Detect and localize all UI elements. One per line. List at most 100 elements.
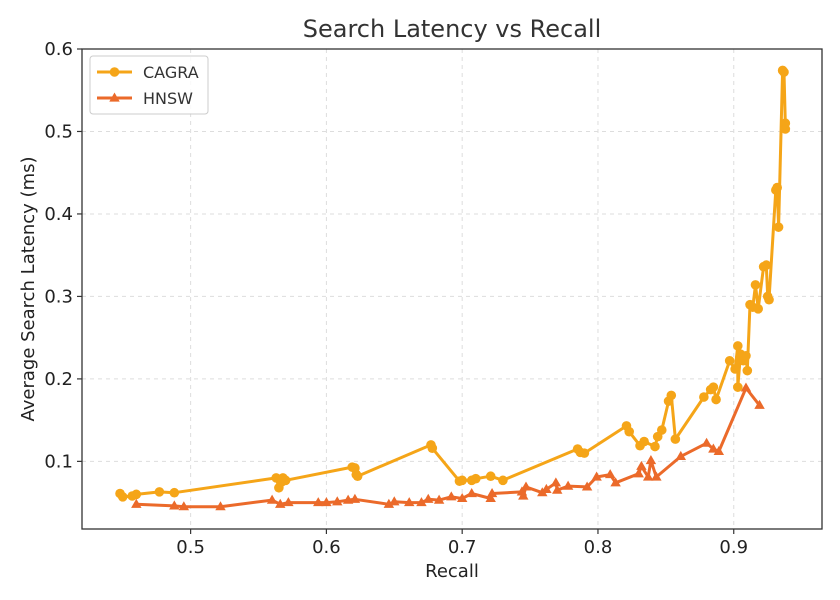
- cagra-point: [708, 382, 719, 392]
- hnsw-point: [701, 437, 712, 447]
- hnsw-point: [675, 450, 687, 460]
- x-axis-label: Recall: [425, 561, 479, 582]
- hnsw-point: [404, 497, 415, 507]
- hnsw-point: [552, 484, 563, 494]
- cagra-line: [118, 68, 787, 499]
- cagra-point: [742, 365, 753, 376]
- hnsw-point: [740, 382, 752, 392]
- cagra-point: [352, 471, 363, 482]
- hnsw-point: [518, 490, 529, 500]
- hnsw-point: [651, 471, 662, 481]
- hnsw-line: [136, 386, 761, 509]
- cagra-point: [750, 280, 761, 290]
- series-hnsw: [131, 382, 765, 511]
- hnsw-point: [485, 492, 496, 503]
- cagra-point: [772, 182, 782, 193]
- y-axis-ticks: 0.1 0.2 0.3 0.4 0.5 0.6: [44, 39, 82, 472]
- hnsw-point: [423, 493, 434, 503]
- cagra-point: [711, 394, 721, 405]
- cagra-point: [733, 341, 743, 351]
- hnsw-point: [131, 498, 142, 508]
- cagra-point: [639, 436, 649, 447]
- cagra-point: [753, 303, 763, 314]
- legend-marker-hnsw: [109, 92, 120, 102]
- x-tick-label: 0.6: [312, 537, 341, 558]
- cagra-point: [650, 441, 660, 452]
- cagra-point: [670, 434, 681, 444]
- hnsw-point: [562, 480, 574, 490]
- hnsw-point: [520, 481, 532, 491]
- hnsw-point: [446, 491, 457, 501]
- x-tick-label: 0.7: [448, 537, 477, 558]
- hnsw-point: [389, 496, 400, 506]
- hnsw-point: [610, 477, 621, 487]
- hnsw-point: [642, 471, 654, 481]
- hnsw-point: [321, 497, 332, 507]
- x-tick-label: 0.9: [719, 537, 748, 558]
- grid: [82, 48, 822, 529]
- x-tick-label: 0.5: [176, 537, 205, 558]
- hnsw-point: [713, 445, 725, 456]
- cagra-point: [724, 355, 735, 366]
- y-axis-label: Average Search Latency (ms): [18, 156, 39, 421]
- cagra-point: [457, 475, 467, 486]
- hnsw-point: [541, 483, 552, 493]
- cagra-point: [579, 448, 590, 458]
- cagra-point: [699, 392, 709, 402]
- hnsw-point: [266, 494, 278, 504]
- cagra-point: [117, 492, 128, 502]
- y-tick-label: 0.5: [44, 121, 73, 142]
- hnsw-point: [332, 496, 343, 506]
- cagra-point: [780, 124, 791, 134]
- cagra-point: [280, 475, 291, 486]
- x-axis-ticks: 0.5 0.6 0.7 0.8 0.9: [176, 529, 748, 558]
- cagra-point: [485, 471, 496, 482]
- cagra-point: [733, 382, 743, 392]
- y-tick-label: 0.4: [44, 204, 73, 225]
- cagra-point: [427, 443, 438, 453]
- hnsw-point: [169, 500, 180, 510]
- y-tick-label: 0.2: [44, 369, 73, 390]
- cagra-point: [154, 487, 165, 497]
- cagra-point: [169, 487, 180, 498]
- hnsw-point: [486, 488, 498, 498]
- chart-title: Search Latency vs Recall: [303, 15, 602, 43]
- cagra-point: [624, 426, 634, 437]
- plot-frame: [81, 48, 823, 530]
- hnsw-point: [349, 493, 361, 503]
- hnsw-point: [433, 494, 445, 504]
- cagra-point: [741, 351, 751, 361]
- y-tick-label: 0.3: [44, 286, 73, 307]
- cagra-point: [764, 294, 774, 305]
- hnsw-point: [215, 501, 226, 511]
- hnsw-point: [636, 460, 647, 470]
- cagra-point: [730, 364, 740, 374]
- cagra-point: [656, 425, 667, 435]
- y-tick-label: 0.1: [44, 451, 73, 472]
- y-tick-label: 0.6: [44, 39, 73, 60]
- legend-marker-cagra: [109, 67, 120, 77]
- x-tick-label: 0.8: [584, 537, 613, 558]
- legend-label-hnsw: HNSW: [143, 89, 193, 108]
- series-cagra: [115, 65, 791, 502]
- hnsw-point: [754, 399, 765, 409]
- hnsw-point: [645, 455, 657, 465]
- cagra-point: [498, 475, 508, 486]
- cagra-point: [779, 67, 789, 77]
- series-layer: [115, 65, 791, 511]
- hnsw-point: [633, 468, 644, 478]
- hnsw-point: [581, 481, 593, 491]
- cagra-point: [470, 473, 481, 484]
- cagra-point: [666, 390, 677, 401]
- hnsw-point: [313, 497, 324, 507]
- hnsw-point: [383, 498, 395, 508]
- hnsw-point: [416, 497, 427, 507]
- cagra-point: [131, 489, 142, 500]
- hnsw-point: [275, 498, 286, 508]
- hnsw-point: [283, 497, 294, 507]
- hnsw-point: [604, 469, 616, 479]
- cagra-point: [761, 260, 772, 270]
- legend-label-cagra: CAGRA: [143, 63, 199, 82]
- hnsw-point: [456, 492, 468, 503]
